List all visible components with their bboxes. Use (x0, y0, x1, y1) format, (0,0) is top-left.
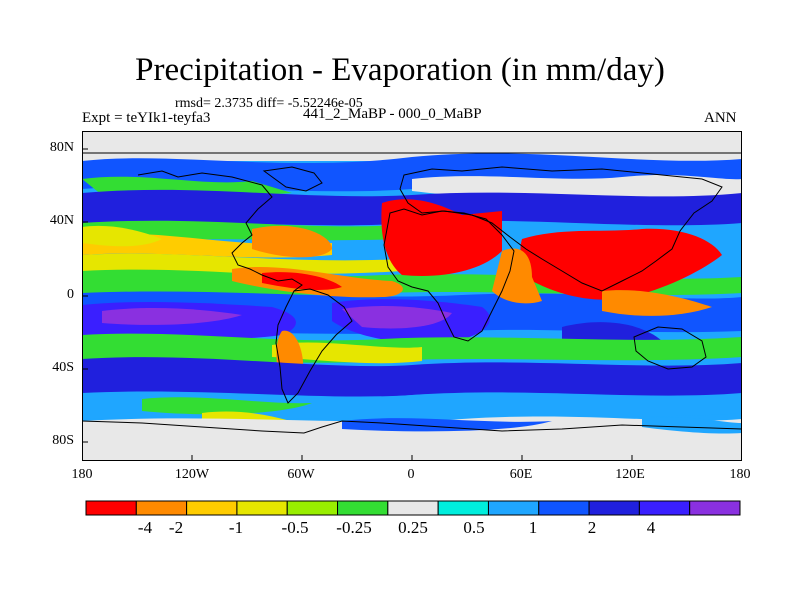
coastline-south-america (275, 288, 353, 404)
colorbar (85, 500, 741, 516)
atlantic-orange-patch (252, 225, 332, 258)
southern-storm-track (82, 357, 742, 398)
precip-evap-map (82, 131, 742, 461)
colorbar-swatch-13 (689, 500, 741, 516)
colorbar-swatch-8 (437, 500, 489, 516)
subtropic-band-yellow (82, 253, 402, 274)
colorbar-swatch-1 (85, 500, 137, 516)
lat-tick-40s: 40S (52, 360, 74, 375)
coastline-greenland (262, 166, 323, 192)
tropical-atlantic-red (262, 272, 342, 290)
southern-subtropic-yellow (272, 342, 422, 364)
lon-tick-60w: 60W (287, 467, 315, 482)
lat-tick-0: 0 (67, 287, 74, 302)
colorbar-swatch-10 (538, 500, 590, 516)
lon-tick-180e: 180 (729, 467, 751, 482)
colorbar-label-4: -0.5 (281, 518, 309, 537)
southern-ocean-green (142, 397, 312, 415)
stats-label: rmsd= 2.3735 diff= -5.52246e-05 (175, 96, 363, 111)
colorbar-swatch-5 (286, 500, 339, 516)
colorbar-label-2: -2 (168, 518, 184, 537)
coastline-eurasia (399, 166, 723, 292)
colorbar-swatch-2 (135, 500, 188, 516)
colorbar-swatch-12 (638, 500, 691, 516)
lon-tick-180w: 180 (71, 467, 93, 482)
coastline-north-america (137, 170, 303, 292)
south-asia-dry (520, 228, 722, 300)
coastlines (82, 152, 742, 434)
coastline-antarctica (82, 420, 742, 434)
lon-tick-60e: 60E (509, 467, 533, 482)
axis-ticks (82, 148, 633, 461)
lon-tick-120w: 120W (174, 467, 210, 482)
south-pacific-purple-core (102, 308, 242, 325)
colorbar-swatch-9 (487, 500, 540, 516)
boreal-dry-east (412, 175, 742, 198)
south-atlantic-purple-core (342, 306, 452, 329)
colorbar-label-8: 1 (528, 518, 538, 537)
lat-tick-80n: 80N (49, 140, 74, 155)
plot-title: Precipitation - Evaporation (in mm/day) (135, 52, 665, 88)
field-layer (82, 131, 742, 461)
coastline-australia (633, 326, 707, 370)
colorbar-swatch-3 (186, 500, 238, 516)
colorbar-label-7: 0.5 (463, 518, 485, 537)
colorbar-label-5: -0.25 (336, 518, 372, 537)
lat-tick-80s: 80S (52, 433, 74, 448)
arabia-orange (492, 248, 542, 304)
colorbar-swatch-11 (588, 500, 640, 516)
colorbar-label-10: 4 (646, 518, 656, 537)
antarctic-east-wet (642, 417, 742, 434)
colorbar-swatch-6 (337, 500, 389, 516)
arctic-band (82, 131, 742, 161)
colorbar-swatch-7 (387, 500, 439, 516)
north-africa-dry (381, 199, 502, 276)
colorbar-label-1: -4 (137, 518, 153, 537)
colorbar-swatch-4 (236, 500, 288, 516)
season-label: ANN (704, 110, 737, 126)
lat-tick-40n: 40N (49, 213, 74, 228)
lon-tick-0: 0 (407, 467, 415, 482)
indian-ocean-orange (602, 290, 712, 316)
lon-tick-120e: 120E (615, 467, 645, 482)
experiment-label: Expt = teYIk1-teyfa3 (82, 110, 211, 126)
pacific-yellow-west (82, 225, 162, 247)
antarctic-coastal-wet (342, 418, 552, 432)
colorbar-label-6: 0.25 (398, 518, 428, 537)
period-label: 441_2_MaBP - 000_0_MaBP (303, 106, 482, 122)
colorbar-label-3: -1 (228, 518, 244, 537)
colorbar-label-9: 2 (587, 518, 597, 537)
